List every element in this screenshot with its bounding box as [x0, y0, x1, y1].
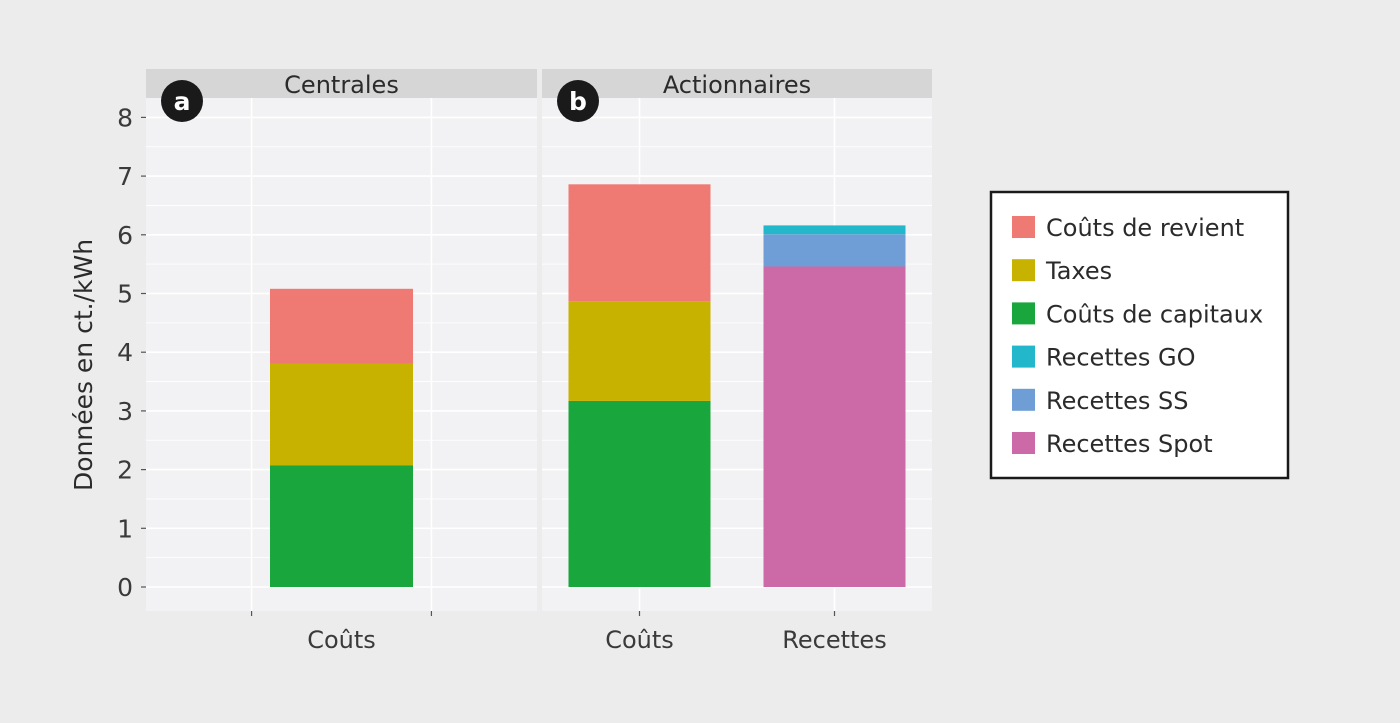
legend-swatch: [1012, 345, 1035, 368]
y-tick-label: 6: [117, 221, 133, 250]
y-tick-label: 4: [117, 338, 133, 367]
y-tick-label: 8: [117, 103, 133, 132]
y-tick-label: 5: [117, 280, 133, 309]
panel-title: Centrales: [284, 71, 399, 99]
legend-box: [989, 190, 1290, 480]
x-tick-label: Coûts: [605, 626, 674, 654]
panel-strip: [146, 69, 537, 98]
panel-a: Centrales Coûts a: [146, 69, 537, 654]
panel-strip: [542, 69, 932, 98]
legend-swatch: [1012, 302, 1035, 325]
y-tick-label: 1: [117, 514, 133, 543]
legend-swatch: [1012, 216, 1035, 238]
panel-b: Actionnaires Coûts Recettes b: [542, 69, 932, 654]
legend-label: Taxes: [1045, 257, 1112, 285]
panel-title: Actionnaires: [663, 71, 811, 99]
x-tick-label: Coûts: [307, 626, 376, 654]
bar-segment: [568, 400, 711, 587]
panel-badge: [557, 80, 599, 122]
bar-segment: [568, 301, 711, 401]
panel-badge-label: b: [569, 87, 587, 116]
legend: Coûts de revient Taxes Coûts de capitaux Re…: [989, 190, 1290, 480]
legend-label: Recettes SS: [1046, 387, 1189, 415]
x-tick-label: Recettes: [782, 626, 886, 654]
y-tick-label: 2: [117, 456, 133, 485]
legend-label: Coûts de revient: [1046, 214, 1244, 242]
panel-badge-label: a: [174, 87, 191, 116]
panel-badge: [161, 80, 203, 122]
bar-segment: [763, 234, 906, 267]
legend-label: Recettes Spot: [1046, 430, 1213, 458]
legend-swatch: [1012, 432, 1035, 454]
bar-segment: [763, 225, 906, 235]
y-tick-label: 0: [117, 573, 133, 602]
y-tick-label: 3: [117, 397, 133, 426]
legend-swatch: [1012, 388, 1035, 411]
y-tick-label: 7: [117, 162, 133, 191]
bar-segment: [763, 266, 906, 587]
bar-segment: [568, 184, 711, 302]
legend-label: Recettes GO: [1046, 344, 1196, 372]
y-axis-label: Données en ct./kWh: [69, 239, 98, 491]
bar-segment: [270, 288, 413, 364]
panels-layer: Centrales Coûts a Actionnaires Coûts Recettes…: [146, 69, 932, 654]
bar-segment: [270, 363, 413, 466]
y-axis: 0 1 2 3 4 5 6 7 8: [117, 103, 146, 602]
bar-segment: [270, 465, 413, 587]
legend-swatch: [1012, 259, 1035, 282]
legend-label: Coûts de capitaux: [1046, 300, 1263, 328]
